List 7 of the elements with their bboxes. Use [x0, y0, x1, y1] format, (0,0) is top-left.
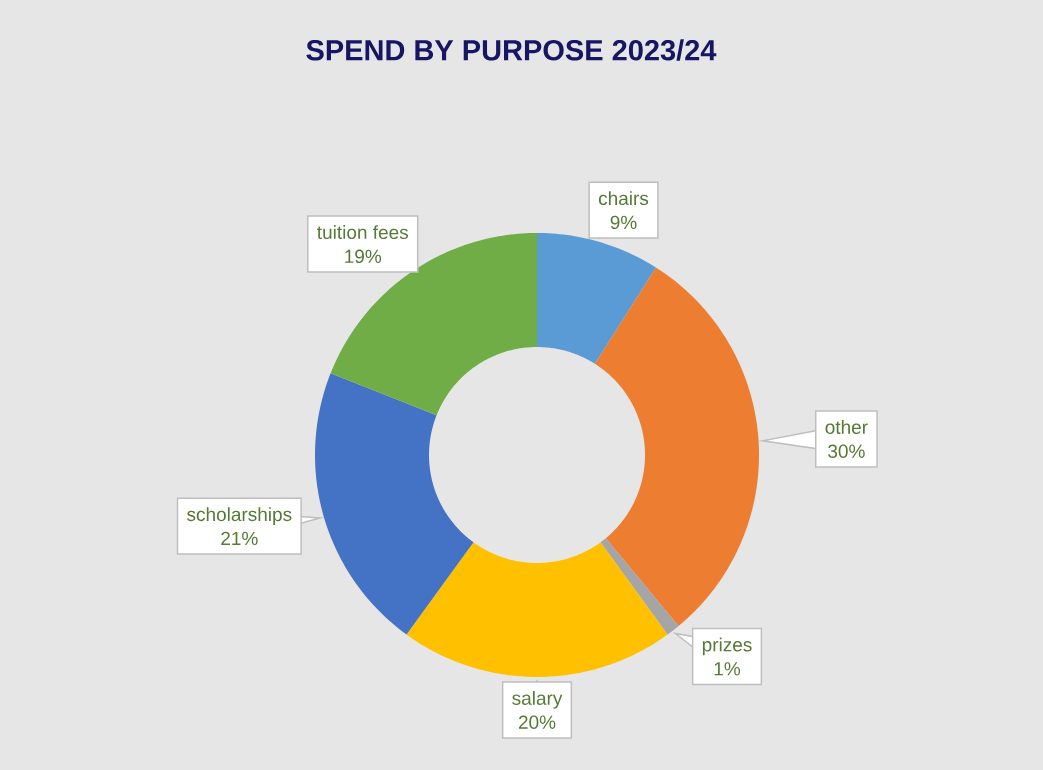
slice-label: chairs — [598, 191, 649, 206]
slice-label: tuition fees — [317, 225, 408, 240]
data-label: 19% — [345, 249, 382, 264]
data-label: 9% — [610, 215, 637, 230]
chart-title: SPEND BY PURPOSE 2023/24 — [306, 39, 717, 61]
slice-label: salary — [512, 691, 563, 709]
data-label: 20% — [518, 715, 556, 729]
